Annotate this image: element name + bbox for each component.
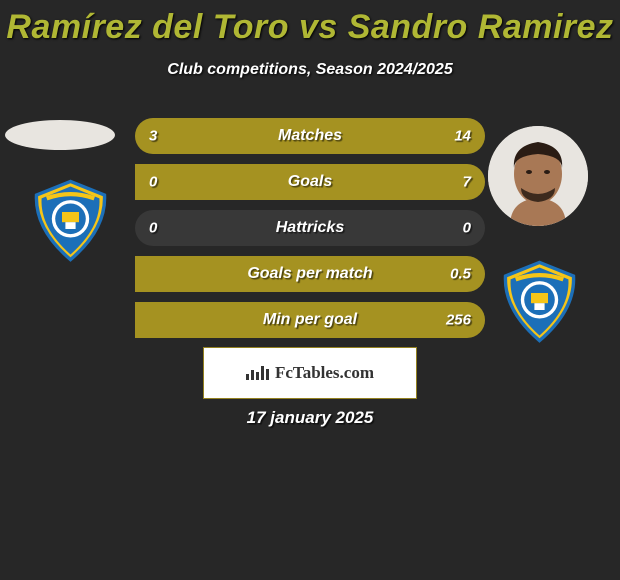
fctables-label: FcTables.com xyxy=(275,363,374,383)
stat-value-right: 7 xyxy=(463,174,471,191)
stat-label: Matches xyxy=(278,127,342,145)
stat-row: Min per goal 256 xyxy=(135,302,485,338)
stat-value-right: 0.5 xyxy=(450,266,471,283)
stat-row: Goals 0 7 xyxy=(135,164,485,200)
stat-value-right: 256 xyxy=(446,312,471,329)
fctables-watermark: FcTables.com xyxy=(203,347,417,399)
stat-fill-left xyxy=(135,118,198,154)
stat-label: Goals per match xyxy=(247,265,372,283)
comparison-title: Ramírez del Toro vs Sandro Ramirez xyxy=(0,0,620,47)
comparison-subtitle: Club competitions, Season 2024/2025 xyxy=(0,61,620,79)
stat-value-right: 0 xyxy=(463,220,471,237)
stat-value-right: 14 xyxy=(454,128,471,145)
stat-value-left: 3 xyxy=(149,128,157,145)
stat-value-left: 0 xyxy=(149,174,157,191)
stat-row: Goals per match 0.5 xyxy=(135,256,485,292)
stat-label: Hattricks xyxy=(276,219,344,237)
stat-label: Min per goal xyxy=(263,311,357,329)
stat-row: Hattricks 0 0 xyxy=(135,210,485,246)
stat-value-left: 0 xyxy=(149,220,157,237)
stat-label: Goals xyxy=(288,173,332,191)
bars-icon xyxy=(246,366,269,380)
comparison-date: 17 january 2025 xyxy=(0,408,620,428)
stat-row: Matches 3 14 xyxy=(135,118,485,154)
stats-container: Matches 3 14 Goals 0 7 Hattricks 0 0 Goals per ma… xyxy=(0,118,620,338)
